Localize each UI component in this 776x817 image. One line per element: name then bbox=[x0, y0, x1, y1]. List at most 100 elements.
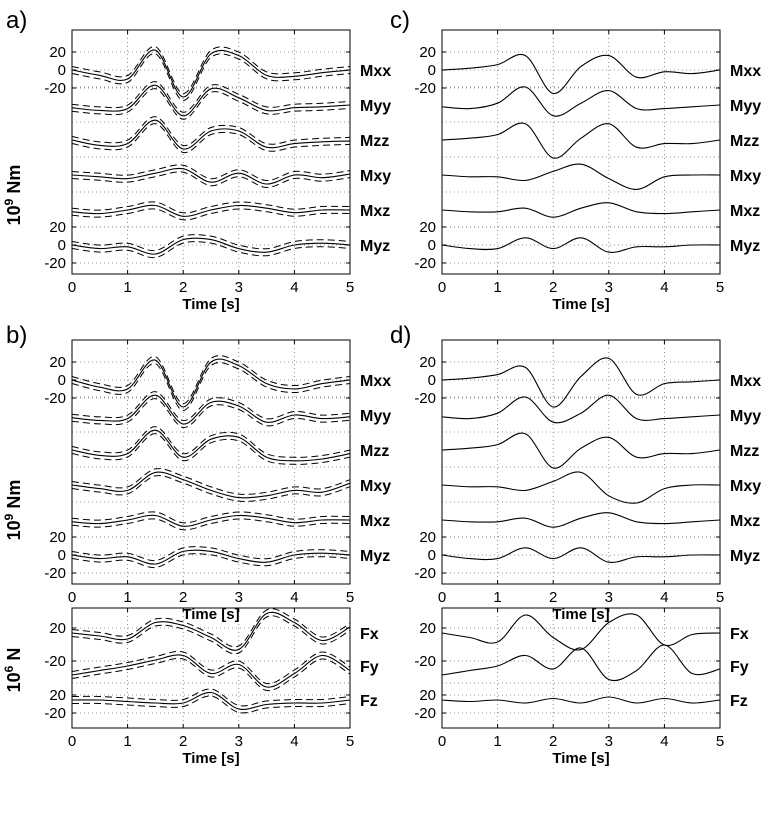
series-name-mxy: Mxy bbox=[360, 168, 391, 185]
series-bound-mxz bbox=[71, 511, 351, 524]
y-tick-label: 20 bbox=[49, 529, 66, 546]
series-name-mxy: Mxy bbox=[730, 478, 761, 495]
series-bound-myz bbox=[71, 241, 351, 259]
x-tick-label: 5 bbox=[716, 589, 724, 606]
series-bound-mzz bbox=[71, 426, 351, 458]
series-line-mxx bbox=[71, 358, 351, 408]
x-axis-label: Time [s] bbox=[182, 606, 239, 623]
series-line-myz bbox=[71, 237, 351, 255]
y-tick-label: 20 bbox=[419, 529, 436, 546]
series-bound-myy bbox=[71, 81, 351, 113]
series-line-fx bbox=[441, 613, 721, 651]
ylabel-units-a: 109 Nm bbox=[2, 165, 24, 226]
series-line-fz bbox=[441, 696, 721, 704]
series-name-mxy: Mxy bbox=[730, 168, 761, 185]
x-tick-label: 5 bbox=[716, 733, 724, 750]
series-line-mxy bbox=[441, 471, 721, 504]
axes-frame bbox=[441, 29, 721, 275]
x-tick-label: 3 bbox=[605, 733, 613, 750]
series-bound-mxx bbox=[71, 53, 351, 102]
series-bound-myy bbox=[71, 88, 351, 120]
x-axis-label: Time [s] bbox=[182, 296, 239, 313]
y-tick-label: 0 bbox=[428, 372, 436, 389]
x-tick-label: 2 bbox=[179, 279, 187, 296]
series-bound-mzz bbox=[71, 123, 351, 154]
x-tick-label: 0 bbox=[68, 589, 76, 606]
axes-frame bbox=[441, 339, 721, 585]
x-tick-label: 3 bbox=[605, 279, 613, 296]
y-tick-label: -20 bbox=[414, 653, 436, 670]
series-bound-fz bbox=[71, 695, 351, 714]
series-bound-myz bbox=[71, 546, 351, 562]
x-tick-label: 0 bbox=[68, 279, 76, 296]
y-tick-label: 0 bbox=[58, 372, 66, 389]
x-tick-label: 4 bbox=[290, 589, 298, 606]
panel-label-d: d) bbox=[390, 322, 411, 349]
series-name-mxz: Mxz bbox=[360, 203, 390, 220]
x-tick-label: 3 bbox=[235, 279, 243, 296]
x-axis-label: Time [s] bbox=[552, 606, 609, 623]
series-line-mxy bbox=[71, 167, 351, 185]
panel-label-c: c) bbox=[390, 7, 410, 34]
series-name-fz: Fz bbox=[730, 693, 748, 710]
x-tick-label: 4 bbox=[660, 279, 668, 296]
series-name-mzz: Mzz bbox=[360, 133, 389, 150]
y-tick-label: -20 bbox=[414, 80, 436, 97]
y-tick-label: 20 bbox=[49, 687, 66, 704]
x-tick-label: 3 bbox=[235, 733, 243, 750]
x-tick-label: 0 bbox=[68, 733, 76, 750]
series-bound-myz bbox=[71, 234, 351, 252]
series-bound-mzz bbox=[71, 433, 351, 465]
series-name-myy: Myy bbox=[360, 408, 391, 425]
x-tick-label: 4 bbox=[290, 733, 298, 750]
series-name-mxz: Mxz bbox=[360, 513, 390, 530]
y-tick-label: -20 bbox=[44, 255, 66, 272]
series-line-mzz bbox=[441, 122, 721, 159]
series-bound-mxy bbox=[71, 164, 351, 182]
series-line-myy bbox=[71, 394, 351, 425]
series-line-mzz bbox=[71, 429, 351, 462]
series-name-mxx: Mxx bbox=[360, 63, 391, 80]
series-name-mzz: Mzz bbox=[360, 443, 389, 460]
x-tick-label: 5 bbox=[716, 279, 724, 296]
series-line-mxz bbox=[71, 204, 351, 217]
x-tick-label: 5 bbox=[346, 733, 354, 750]
series-line-mxx bbox=[71, 49, 351, 98]
series-bound-mxx bbox=[71, 362, 351, 412]
series-name-myz: Myz bbox=[730, 238, 760, 255]
series-name-mxx: Mxx bbox=[730, 63, 761, 80]
series-bound-mxz bbox=[71, 518, 351, 531]
series-bound-myz bbox=[71, 553, 351, 569]
series-bound-fz bbox=[71, 688, 351, 707]
series-line-myy bbox=[441, 86, 721, 117]
x-tick-label: 2 bbox=[549, 733, 557, 750]
x-tick-label: 1 bbox=[493, 733, 501, 750]
series-name-mxx: Mxx bbox=[360, 373, 391, 390]
series-line-mxx bbox=[441, 357, 721, 408]
y-tick-label: 20 bbox=[419, 219, 436, 236]
x-tick-label: 4 bbox=[660, 733, 668, 750]
series-name-myz: Myz bbox=[730, 548, 760, 565]
x-tick-label: 1 bbox=[493, 279, 501, 296]
series-line-mxy bbox=[71, 471, 351, 499]
y-tick-label: 20 bbox=[419, 687, 436, 704]
series-line-myz bbox=[441, 237, 721, 253]
x-tick-label: 5 bbox=[346, 279, 354, 296]
y-tick-label: 20 bbox=[49, 620, 66, 637]
panel-label-a: a) bbox=[6, 7, 27, 34]
series-bound-mxx bbox=[71, 355, 351, 405]
y-tick-label: -20 bbox=[414, 705, 436, 722]
series-bound-mzz bbox=[71, 116, 351, 147]
series-name-myy: Myy bbox=[730, 98, 761, 115]
y-tick-label: -20 bbox=[44, 390, 66, 407]
x-tick-label: 0 bbox=[438, 733, 446, 750]
y-tick-label: 20 bbox=[49, 44, 66, 61]
x-tick-label: 4 bbox=[290, 279, 298, 296]
